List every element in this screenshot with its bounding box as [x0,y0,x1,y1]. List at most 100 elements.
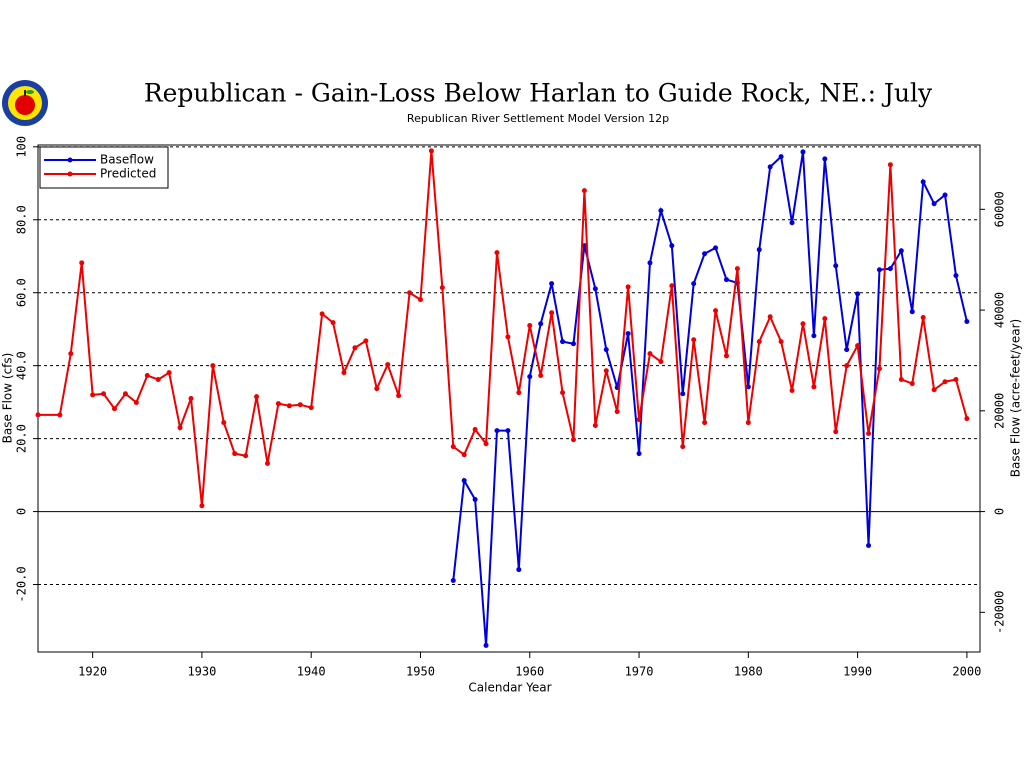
data-point [887,162,893,168]
data-point [909,309,915,315]
data-point [855,291,861,297]
data-point [713,245,719,251]
data-point [592,286,598,292]
series-line [38,150,968,506]
data-point [330,320,336,326]
data-point [516,567,522,573]
data-point [822,156,828,162]
data-point [243,453,249,459]
data-point [122,391,128,397]
data-point [581,243,587,249]
y-tick-label: 80.0 [15,205,29,234]
data-point [472,427,478,433]
data-point [319,311,325,317]
x-tick-label: 1990 [843,665,872,679]
chart-title: Republican - Gain-Loss Below Harlan to G… [144,79,933,108]
data-point [483,642,489,648]
data-point [341,370,347,376]
series-line [452,151,968,646]
data-point [855,343,861,349]
data-point [592,422,598,428]
data-point [297,402,303,408]
data-point [439,285,445,291]
y2-axis-label: Base Flow (acre-feet/year) [1009,319,1023,477]
data-point [866,542,872,548]
plot-frame [37,144,981,653]
data-point [964,416,970,422]
data-point [417,297,423,303]
data-point [964,319,970,325]
data-point [385,362,391,368]
data-point [90,392,96,398]
data-point [898,377,904,383]
data-point [494,250,500,256]
x-tick-label: 1960 [515,665,544,679]
data-point [232,451,238,457]
data-point [702,420,708,426]
data-point [505,334,511,340]
data-point [166,370,172,376]
y-tick-label: 60.0 [15,278,29,307]
data-point [756,339,762,345]
legend-label: Baseflow [100,153,154,167]
data-point [352,345,358,351]
data-point [581,188,587,194]
data-point [286,403,292,409]
data-point [177,425,183,431]
data-point [920,315,926,321]
data-point [953,273,959,279]
data-point [68,351,74,357]
data-point [549,281,555,287]
data-point [472,497,478,503]
data-point [920,179,926,185]
data-point [188,396,194,401]
x-tick-label: 1950 [406,665,435,679]
data-point [264,460,270,466]
data-point [570,341,576,347]
data-point [745,420,751,426]
data-point [778,154,784,160]
data-point [767,314,773,320]
data-point [669,283,675,289]
legend-label: Predicted [100,167,156,181]
data-point [308,405,314,411]
data-point [35,412,41,418]
data-point [144,373,150,379]
data-point [79,260,85,266]
logo [2,80,48,126]
data-point [691,337,697,343]
data-point [658,208,664,214]
data-point [494,428,500,434]
data-point [789,387,795,393]
x-tick-label: 1930 [187,665,216,679]
data-point [876,366,882,372]
data-point [461,452,467,458]
data-point [450,444,456,450]
data-point [505,428,511,434]
data-point [199,503,205,509]
data-point [625,331,631,337]
legend-marker [67,157,73,163]
data-point [887,266,893,272]
data-point [111,406,117,412]
data-point [461,478,467,484]
data-point [483,441,489,447]
data-point [822,316,828,322]
data-point [516,390,522,396]
data-point [636,451,642,457]
data-point [374,386,380,392]
x-axis-label: Calendar Year [468,681,551,695]
x-tick-label: 1980 [734,665,763,679]
y2-tick-label: 20000 [993,393,1007,429]
x-tick-label: 1920 [78,665,107,679]
data-point [614,409,620,415]
data-point [745,384,751,390]
data-point [538,321,544,327]
data-point [133,400,139,406]
data-point [942,379,948,385]
data-point [647,351,653,357]
y-tick-label: -20.0 [15,566,29,602]
data-point [560,339,566,345]
y2-tick-label: -20000 [993,591,1007,634]
